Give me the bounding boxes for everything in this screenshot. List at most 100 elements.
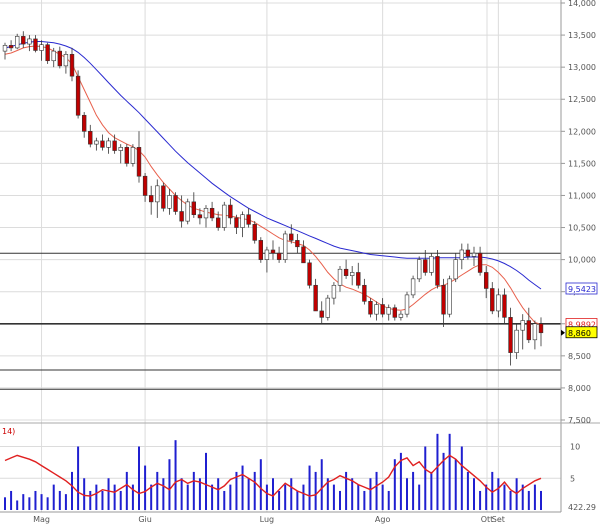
candle-body <box>386 307 391 315</box>
volume-bar <box>314 471 317 510</box>
volume-bar <box>46 497 49 510</box>
candle-body <box>416 259 422 280</box>
candle-body <box>319 310 324 318</box>
volume-bar <box>16 500 19 510</box>
volume-bar <box>52 484 55 510</box>
candle-body <box>496 294 501 312</box>
last-price-label-box <box>565 326 598 339</box>
volume-bar <box>125 471 128 510</box>
volume-bar <box>357 484 360 510</box>
volume-bar <box>223 490 226 510</box>
volume-bar <box>412 471 415 510</box>
price-tick-label: 8,500 <box>568 352 591 361</box>
price-tick-label: 14,000 <box>568 0 596 8</box>
month-label: Ott <box>481 515 494 524</box>
volume-bar <box>241 465 244 510</box>
candle-body <box>289 233 294 241</box>
volume-bar <box>4 497 6 510</box>
volume-bar <box>460 446 463 510</box>
volume-bar <box>363 490 366 510</box>
month-label: Mag <box>33 515 50 524</box>
volume-bar <box>406 478 408 510</box>
volume-bar <box>430 471 433 510</box>
candle-body <box>325 297 331 318</box>
volume-bar <box>144 465 147 510</box>
candle-body <box>307 262 312 286</box>
price-tick-label: 13,500 <box>568 31 596 40</box>
candle-body <box>410 278 416 296</box>
candle-body <box>240 214 245 228</box>
candle-body <box>502 294 507 318</box>
candle-body <box>21 36 26 45</box>
candle-body <box>222 204 227 228</box>
candle-body <box>520 320 525 331</box>
candle-body <box>538 323 544 334</box>
candle-body <box>106 140 111 148</box>
candle-body <box>459 249 465 260</box>
volume-bar <box>399 452 402 510</box>
volume-bar <box>521 484 524 510</box>
volume-bar <box>89 490 92 510</box>
volume-bar <box>509 490 512 510</box>
candle-body <box>112 140 117 151</box>
volume-bar <box>253 471 256 510</box>
volume-bar <box>369 478 372 510</box>
candle-body <box>349 272 355 276</box>
volume-bar <box>28 497 31 510</box>
volume-bar <box>393 459 396 510</box>
candle-body <box>27 38 32 45</box>
candle-body <box>368 301 373 315</box>
candle-body <box>514 329 519 353</box>
ma-long-value-label-box <box>565 282 598 295</box>
candle-body <box>337 268 343 286</box>
candle-body <box>191 201 197 216</box>
volume-bar <box>265 484 268 510</box>
month-label: Ago <box>375 515 391 524</box>
volume-bar <box>113 484 116 510</box>
volume-bar <box>71 471 73 510</box>
price-tick-label: 11,000 <box>568 191 596 200</box>
price-tick-label: 10,500 <box>568 224 596 233</box>
candle-body <box>264 249 270 260</box>
month-label: Set <box>492 515 505 524</box>
candle-body <box>532 323 538 341</box>
candle-body <box>63 54 69 67</box>
volume-bar <box>211 484 214 510</box>
volume-bar <box>290 478 293 510</box>
volume-bar <box>119 490 122 510</box>
candle-body <box>453 259 458 280</box>
oscillator-line <box>4 454 542 497</box>
volume-bar <box>375 471 378 510</box>
candle-body <box>69 54 75 77</box>
volume-bar <box>466 471 469 510</box>
candle-body <box>429 256 434 273</box>
candle-body <box>118 147 123 151</box>
candle-body <box>14 36 20 49</box>
volume-bar <box>527 490 530 510</box>
oscillator-series <box>4 454 542 497</box>
candle-body <box>392 307 398 318</box>
volume-bar <box>174 440 177 510</box>
candle-body <box>124 147 130 164</box>
candle-body <box>75 75 81 116</box>
volume-bar <box>473 478 475 510</box>
volume-bar <box>339 490 341 510</box>
candle-body <box>228 204 233 219</box>
volume-bar <box>95 484 98 510</box>
volume-bar <box>448 433 451 510</box>
volume-bar <box>77 446 80 510</box>
candle-body <box>148 195 154 203</box>
candle-body <box>39 44 44 51</box>
candle-body <box>2 45 8 52</box>
candle-body <box>51 50 56 62</box>
volume-bar <box>138 446 140 510</box>
candle-body <box>234 217 239 228</box>
volume-bar <box>107 478 110 510</box>
candle-body <box>362 284 367 302</box>
candle-body <box>398 313 404 318</box>
volume-bar <box>156 471 159 510</box>
volume-tick-label: 10 <box>570 443 580 452</box>
volume-bar <box>217 478 220 510</box>
